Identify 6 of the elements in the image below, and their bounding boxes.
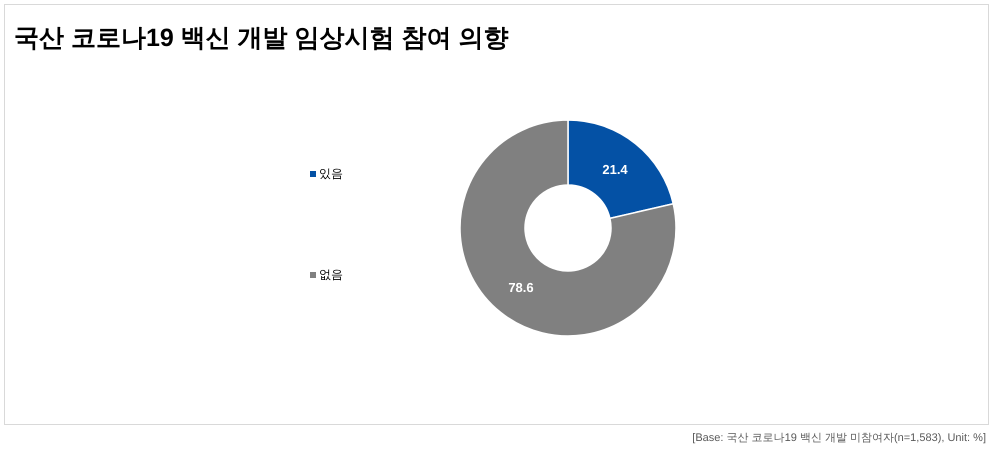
legend-label: 있음 [319, 166, 343, 180]
chart-title: 국산 코로나19 백신 개발 임상시험 참여 의향 [14, 24, 508, 52]
data-label: 78.6 [508, 280, 534, 296]
text: [Base: 국산 코로나19 백신 개발 미참여자(n=1,583), Unit: %] [692, 432, 986, 444]
data-label: 21.4 [602, 162, 628, 177]
legend-label: 없음 [319, 268, 343, 282]
